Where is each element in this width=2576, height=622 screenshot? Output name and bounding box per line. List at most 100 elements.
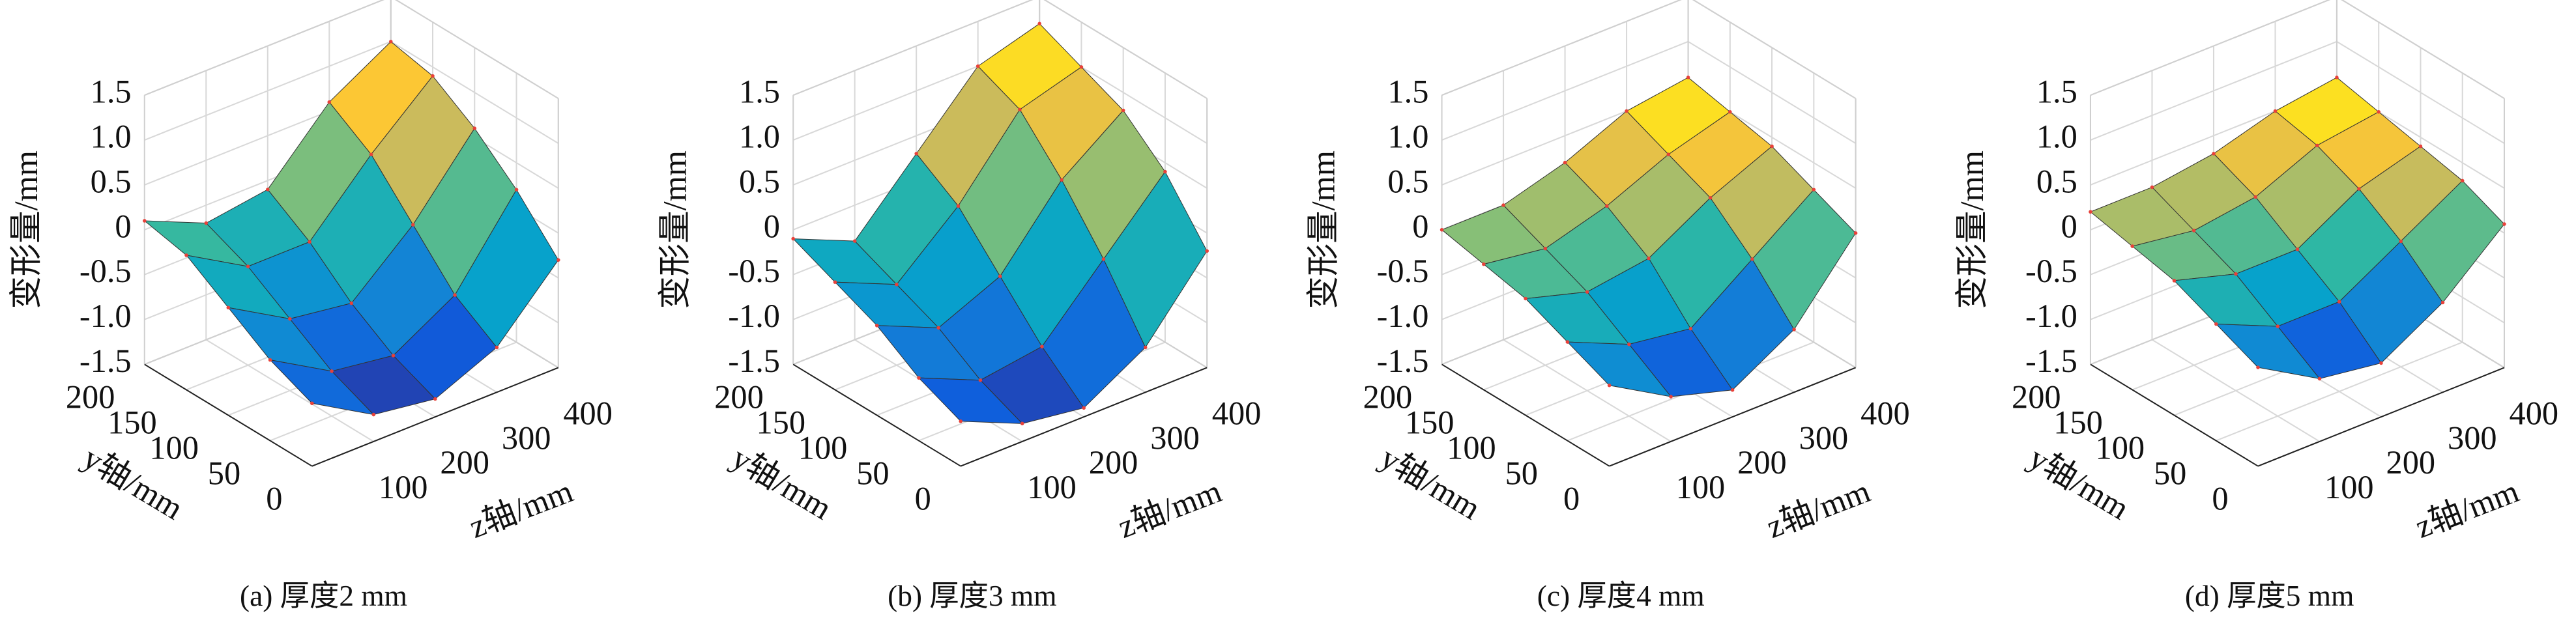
vertex xyxy=(391,354,396,358)
vertex xyxy=(310,401,314,406)
vertex xyxy=(1563,160,1567,165)
z-tick-label: 400 xyxy=(2510,395,2559,432)
vertex xyxy=(2399,239,2403,244)
vertex xyxy=(2192,229,2196,233)
v-tick-label: 1.5 xyxy=(2036,74,2077,110)
v-tick-label: 1.0 xyxy=(91,119,132,155)
z-tick-label: 200 xyxy=(440,444,489,481)
box-edge xyxy=(2341,0,2505,100)
vertex xyxy=(226,305,231,310)
y-tick-label: 0 xyxy=(1563,481,1580,517)
vertex xyxy=(2335,76,2339,79)
vertex xyxy=(976,64,980,68)
vertex xyxy=(2089,210,2092,214)
vertex xyxy=(1770,144,1774,148)
vertex xyxy=(1060,178,1064,182)
vertex xyxy=(1647,256,1651,261)
vertex xyxy=(1669,395,1673,399)
v-tick-label: 1.0 xyxy=(739,119,780,155)
vertex xyxy=(1524,296,1527,301)
vertex xyxy=(1686,76,1690,79)
box-edge xyxy=(1441,0,1682,96)
vertex xyxy=(2214,322,2218,326)
vertex xyxy=(1101,257,1106,261)
z-axis-line xyxy=(2257,367,2505,467)
vertex xyxy=(557,258,560,262)
vertex xyxy=(895,282,899,287)
y-tick-label: 200 xyxy=(714,378,764,415)
grid-line xyxy=(205,339,374,442)
vertex xyxy=(875,324,879,328)
z-axis-line xyxy=(311,367,559,467)
vertex xyxy=(1750,257,1754,261)
vertex xyxy=(1605,204,1609,208)
y-tick-label: 100 xyxy=(2096,430,2145,466)
vertex xyxy=(791,236,795,241)
vertex xyxy=(917,376,921,380)
vertex xyxy=(1079,65,1084,69)
v-axis-label: 变形量/mm xyxy=(8,150,44,309)
vertex xyxy=(1440,228,1444,232)
z-tick-label: 200 xyxy=(2386,444,2436,481)
vertex xyxy=(1585,290,1589,294)
vertex xyxy=(330,369,334,373)
vertex xyxy=(1543,246,1548,251)
vertex xyxy=(268,358,272,362)
v-tick-label: 0.5 xyxy=(739,163,780,199)
y-tick-label: 50 xyxy=(2154,455,2186,492)
vertex xyxy=(472,126,477,130)
vertex xyxy=(2253,195,2257,199)
vertex xyxy=(852,239,857,243)
vertex xyxy=(2150,185,2154,190)
vertex xyxy=(956,204,961,208)
vertex xyxy=(1565,340,1570,344)
vertex xyxy=(308,240,311,244)
vertex xyxy=(369,152,373,156)
v-tick-label: -1.0 xyxy=(2025,298,2077,334)
y-axis-line xyxy=(792,363,961,467)
vertex xyxy=(1688,326,1693,331)
v-tick-label: -1.5 xyxy=(1377,343,1429,379)
vertex xyxy=(1037,21,1041,26)
box-edge xyxy=(1043,0,1208,100)
z-axis-line xyxy=(1609,367,1856,467)
z-tick-label: 100 xyxy=(1027,469,1077,505)
vertex xyxy=(1163,169,1167,174)
v-tick-label: 1.5 xyxy=(1387,74,1428,110)
vertex xyxy=(2379,361,2383,365)
vertex xyxy=(1501,203,1505,207)
z-tick-label: 400 xyxy=(563,395,613,432)
y-tick-label: 200 xyxy=(66,378,115,415)
vertex xyxy=(453,293,457,297)
y-tick-label: 100 xyxy=(1447,430,1496,466)
vertex xyxy=(388,40,393,44)
caption: (d) 厚度5 mm xyxy=(2185,580,2354,612)
vertex xyxy=(1143,345,1148,350)
vertex xyxy=(1792,328,1796,332)
v-tick-label: 0.5 xyxy=(2036,163,2077,199)
y-tick-label: 150 xyxy=(1405,404,1454,440)
v-axis-label: 变形量/mm xyxy=(656,150,693,309)
subplot: -1.5-1.0-0.500.51.01.5050100150200100200… xyxy=(1954,0,2558,612)
v-tick-label: 1.5 xyxy=(91,74,132,110)
v-tick-label: -0.5 xyxy=(728,253,780,289)
vertex xyxy=(2315,143,2319,148)
vertex xyxy=(914,152,918,156)
vertex xyxy=(833,280,837,284)
y-tick-label: 150 xyxy=(2053,404,2103,440)
v-axis-label: 变形量/mm xyxy=(1305,150,1342,309)
v-tick-label: 0 xyxy=(2061,208,2077,244)
vertex xyxy=(184,253,188,257)
vertex xyxy=(978,378,983,382)
box-edge xyxy=(2090,0,2331,96)
v-tick-label: 0 xyxy=(1412,208,1428,244)
y-tick-label: 50 xyxy=(856,455,889,492)
z-axis-label: z轴/mm xyxy=(1113,472,1226,544)
y-tick-label: 50 xyxy=(208,455,240,492)
v-tick-label: -1.0 xyxy=(728,298,780,334)
box-edge xyxy=(1692,0,1857,100)
v-tick-label: -1.5 xyxy=(2025,343,2077,379)
vertex xyxy=(2276,324,2280,328)
